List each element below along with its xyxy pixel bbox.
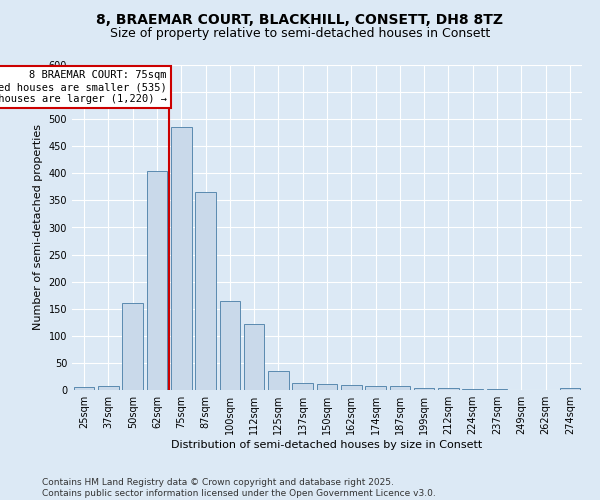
Bar: [560, 388, 580, 390]
Text: Size of property relative to semi-detached houses in Consett: Size of property relative to semi-detach…: [110, 28, 490, 40]
Bar: [146, 170, 167, 390]
Bar: [438, 388, 459, 390]
Text: 8 BRAEMAR COURT: 75sqm
← 30% of semi-detached houses are smaller (535)
68% of se: 8 BRAEMAR COURT: 75sqm ← 30% of semi-det…: [0, 70, 167, 104]
X-axis label: Distribution of semi-detached houses by size in Consett: Distribution of semi-detached houses by …: [172, 440, 482, 450]
Bar: [244, 324, 265, 390]
Bar: [365, 386, 386, 390]
Bar: [317, 384, 337, 390]
Bar: [122, 304, 143, 390]
Bar: [292, 383, 313, 390]
Bar: [268, 371, 289, 390]
Bar: [98, 386, 119, 390]
Text: Contains HM Land Registry data © Crown copyright and database right 2025.
Contai: Contains HM Land Registry data © Crown c…: [42, 478, 436, 498]
Bar: [195, 192, 216, 390]
Bar: [220, 300, 240, 390]
Bar: [389, 386, 410, 390]
Bar: [171, 128, 191, 390]
Bar: [463, 389, 483, 390]
Bar: [414, 388, 434, 390]
Bar: [341, 384, 362, 390]
Y-axis label: Number of semi-detached properties: Number of semi-detached properties: [33, 124, 43, 330]
Bar: [74, 388, 94, 390]
Text: 8, BRAEMAR COURT, BLACKHILL, CONSETT, DH8 8TZ: 8, BRAEMAR COURT, BLACKHILL, CONSETT, DH…: [97, 12, 503, 26]
